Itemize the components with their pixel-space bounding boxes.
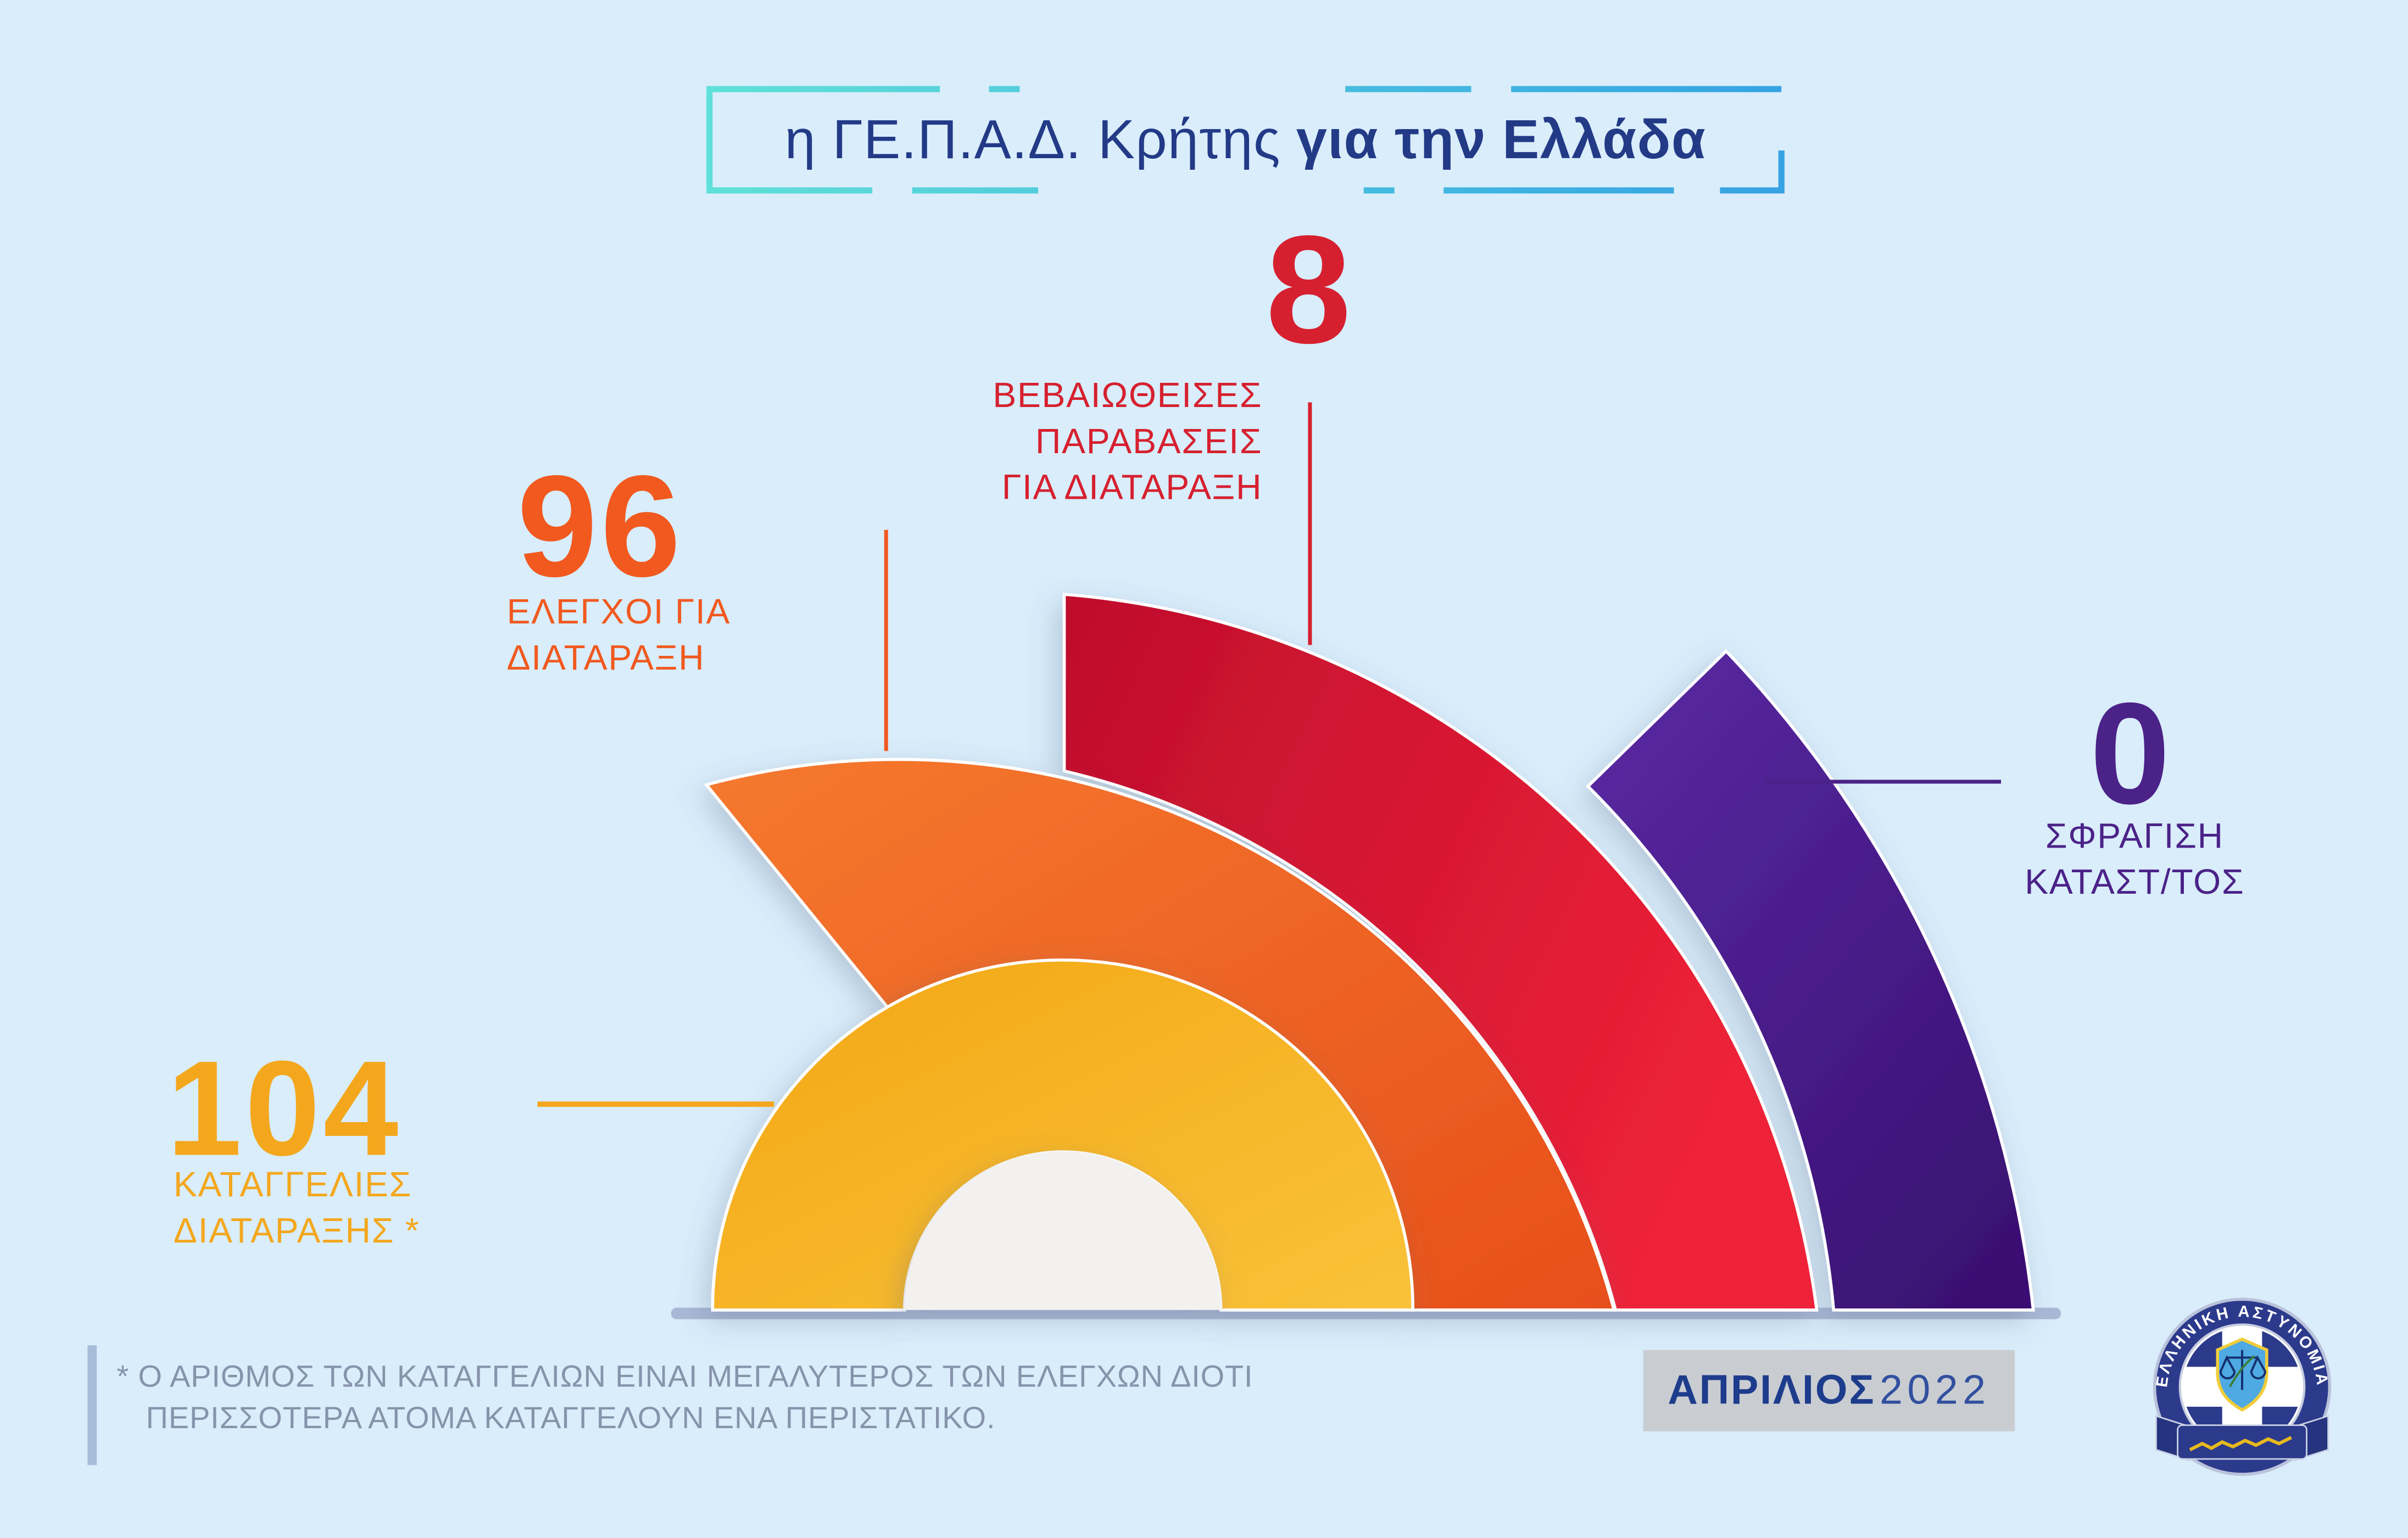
metric-value-complaints: 104: [166, 1032, 402, 1184]
label-line: ΓΙΑ ΔΙΑΤΑΡΑΞΗ: [1001, 466, 1263, 507]
footnote-line-1: * Ο ΑΡΙΘΜΟΣ ΤΩΝ ΚΑΤΑΓΓΕΛΙΩΝ ΕΙΝΑΙ ΜΕΓΑΛΥ…: [116, 1361, 1253, 1395]
label-line: ΣΦΡΑΓΙΣΗ: [2045, 815, 2224, 856]
footnote: * Ο ΑΡΙΘΜΟΣ ΤΩΝ ΚΑΤΑΓΓΕΛΙΩΝ ΕΙΝΑΙ ΜΕΓΑΛΥ…: [116, 1358, 1284, 1441]
title-prefix: η ΓΕ.Π.Α.Δ. Κρήτης: [784, 107, 1281, 171]
metric-value-checks: 96: [517, 445, 684, 607]
period-year: 2022: [1879, 1367, 1991, 1413]
metric-label-sealings: ΣΦΡΑΓΙΣΗ ΚΑΤΑΣΤ/ΤΟΣ: [1997, 812, 2273, 905]
footnote-accent-bar: [87, 1345, 97, 1465]
footnote-line-2: ΠΕΡΙΣΣΟΤΕΡΑ ΑΤΟΜΑ ΚΑΤΑΓΓΕΛΟΥΝ ΕΝΑ ΠΕΡΙΣΤ…: [146, 1402, 996, 1436]
logo-laurel-icon: [2189, 1436, 2292, 1452]
label-line: ΔΙΑΤΑΡΑΞΗΣ *: [173, 1210, 420, 1250]
label-line: ΒΕΒΑΙΩΘΕΙΣΕΣ: [993, 375, 1263, 415]
period-box: ΑΠΡΙΛΙΟΣ 2022: [1643, 1350, 2015, 1431]
title-frame: [706, 86, 1785, 194]
title-emphasis: για την Ελλάδα: [1296, 107, 1707, 171]
metric-label-complaints: ΚΑΤΑΓΓΕΛΙΕΣ ΔΙΑΤΑΡΑΞΗΣ *: [174, 1161, 634, 1253]
arc-sealings: [1585, 649, 2035, 1312]
label-line: ΕΛΕΓΧΟΙ ΓΙΑ: [506, 591, 731, 632]
center-dome: [904, 1151, 1221, 1310]
metric-label-checks: ΕΛΕΓΧΟΙ ΓΙΑ ΔΙΑΤΑΡΑΞΗ: [507, 588, 937, 681]
period-month: ΑΠΡΙΛΙΟΣ: [1668, 1367, 1876, 1413]
label-line: ΚΑΤΑΣΤ/ΤΟΣ: [2025, 861, 2245, 902]
metric-value-violations: 8: [1266, 204, 1354, 376]
metric-value-sealings: 0: [2089, 672, 2173, 834]
logo-scales-icon: [2219, 1350, 2266, 1390]
label-line: ΠΑΡΑΒΑΣΕΙΣ: [1035, 421, 1263, 461]
metric-label-violations: ΒΕΒΑΙΩΘΕΙΣΕΣ ΠΑΡΑΒΑΣΕΙΣ ΓΙΑ ΔΙΑΤΑΡΑΞΗ: [848, 372, 1262, 510]
label-line: ΚΑΤΑΓΓΕΛΙΕΣ: [173, 1164, 413, 1204]
title-block: η ΓΕ.Π.Α.Δ. Κρήτης για την Ελλάδα: [706, 86, 1785, 194]
police-logo: ΕΛΛΗΝΙΚΗ ΑΣΤΥΝΟΜΙΑ: [2153, 1297, 2332, 1476]
arc-violations: [1062, 592, 1819, 1312]
page-title: η ΓΕ.Π.Α.Δ. Κρήτης για την Ελλάδα: [706, 86, 1785, 194]
label-line: ΔΙΑΤΑΡΑΞΗ: [506, 637, 705, 677]
